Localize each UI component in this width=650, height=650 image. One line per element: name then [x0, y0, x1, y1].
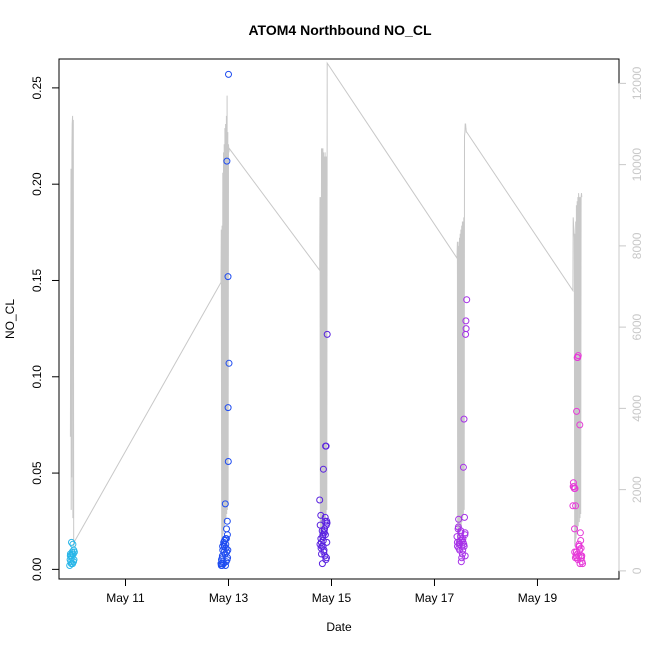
data-point [321, 552, 329, 560]
data-point [68, 550, 76, 558]
data-point [222, 544, 230, 552]
x-axis: May 11 May 13 May 15 May 17 May 19 [106, 578, 558, 605]
data-point [223, 525, 230, 533]
data-point [70, 548, 78, 556]
data-point [225, 359, 233, 367]
plot-frame [58, 58, 620, 580]
data-point [576, 421, 584, 429]
data-point [224, 458, 232, 465]
data-point [576, 560, 584, 568]
data-point [323, 538, 331, 546]
data-point [461, 531, 469, 539]
data-point [223, 556, 231, 564]
data-point [319, 465, 327, 473]
scatter-points [66, 70, 586, 569]
data-point [218, 560, 226, 568]
data-point [461, 513, 468, 521]
data-point [323, 554, 330, 562]
data-point [318, 560, 326, 568]
data-point [463, 296, 471, 304]
data-point [221, 537, 229, 544]
data-point [461, 552, 469, 560]
y-tick-label: 0.10 [30, 365, 44, 389]
data-point [317, 511, 325, 519]
data-point [579, 560, 586, 568]
x-axis-label: Date [326, 620, 352, 634]
data-point [570, 485, 578, 492]
y-axis-left: 0.00 0.05 0.10 0.15 0.20 0.25 [30, 76, 60, 581]
data-point [573, 407, 581, 415]
data-point [69, 540, 77, 548]
y-tick-label: 0.00 [30, 557, 44, 581]
data-point [322, 442, 330, 450]
data-point [223, 517, 231, 525]
right-axis-line-series [69, 61, 583, 547]
data-point [225, 70, 232, 78]
data-point [220, 540, 228, 548]
data-point [574, 556, 582, 564]
y-tick-label: 0.20 [30, 172, 44, 196]
y2-tick-label: 8000 [630, 232, 644, 259]
data-point [66, 552, 74, 560]
x-tick-label: May 19 [518, 591, 558, 605]
data-point [224, 546, 232, 554]
data-point [459, 463, 467, 471]
data-point [319, 533, 327, 541]
chart-title: ATOM4 Northbound NO_CL [248, 22, 431, 38]
data-point [458, 537, 466, 544]
data-point [577, 544, 585, 552]
data-point [454, 542, 461, 550]
y-tick-label: 0.25 [30, 76, 44, 100]
y-axis-right: 0 2000 4000 6000 8000 10000 12000 [618, 66, 644, 574]
data-point [317, 544, 325, 552]
data-point [571, 525, 578, 533]
y-tick-label: 0.15 [30, 268, 44, 292]
y2-tick-label: 2000 [630, 476, 644, 503]
data-point [462, 317, 470, 325]
data-point [569, 502, 577, 510]
data-point [218, 552, 226, 560]
x-tick-label: May 13 [209, 591, 249, 605]
data-point [572, 502, 580, 510]
y2-tick-label: 0 [630, 567, 644, 574]
data-point [460, 542, 468, 550]
data-point [460, 415, 468, 423]
x-tick-label: May 15 [312, 591, 352, 605]
data-point [577, 537, 585, 544]
data-point [457, 527, 465, 535]
y2-tick-label: 10000 [630, 148, 644, 182]
data-point [316, 496, 324, 504]
data-point [575, 552, 583, 560]
y2-tick-label: 12000 [630, 66, 644, 100]
data-point [462, 325, 470, 333]
y-axis-label: NO_CL [3, 299, 17, 339]
line-series [69, 61, 583, 547]
x-tick-label: May 17 [415, 591, 455, 605]
data-point [221, 500, 229, 508]
data-point [576, 529, 584, 537]
y2-tick-label: 6000 [630, 313, 644, 340]
data-point [223, 157, 231, 165]
data-point [67, 560, 75, 568]
data-point [457, 558, 465, 566]
y2-tick-label: 4000 [630, 395, 644, 422]
data-point [574, 352, 582, 360]
y-tick-label: 0.05 [30, 461, 44, 485]
data-point [458, 554, 466, 562]
data-point [224, 273, 232, 281]
data-point [70, 558, 77, 566]
data-point [68, 538, 75, 546]
data-point [323, 330, 331, 338]
x-tick-label: May 11 [106, 591, 145, 605]
data-point [323, 519, 331, 527]
data-point [224, 404, 232, 412]
